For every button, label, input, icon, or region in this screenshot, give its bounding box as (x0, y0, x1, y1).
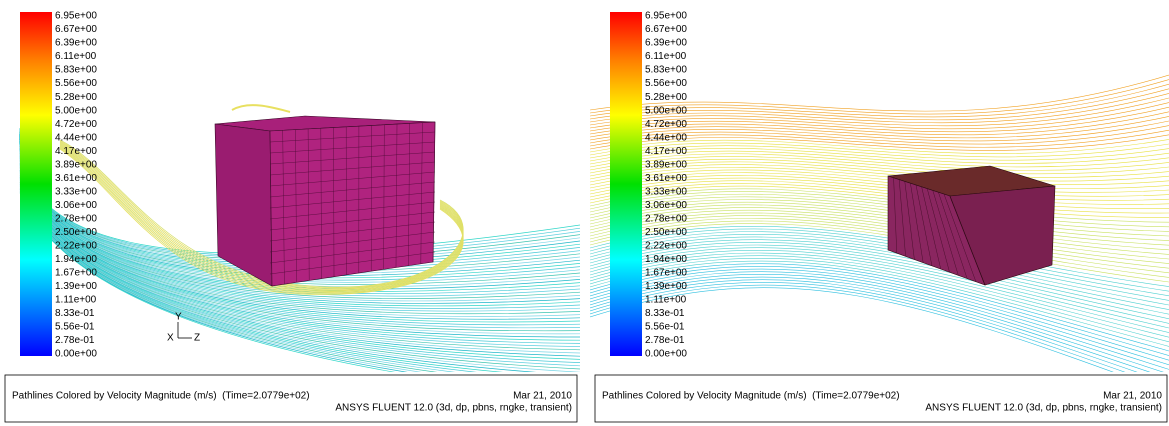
colorbar-label: 6.95e+00 (645, 11, 687, 22)
colorbar-label: 5.00e+00 (645, 105, 687, 116)
colorbar-label: 4.72e+00 (55, 119, 97, 130)
colorbar-label: 3.06e+00 (645, 200, 687, 211)
colorbar-label: 5.56e+00 (645, 78, 687, 89)
colorbar-label: 2.78e-01 (55, 335, 95, 346)
colorbar-label: 1.94e+00 (645, 254, 687, 265)
colorbar-label: 2.50e+00 (55, 227, 97, 238)
colorbar-label: 4.44e+00 (645, 132, 687, 143)
colorbar-label: 3.89e+00 (645, 159, 687, 170)
triad-label: X (167, 333, 174, 344)
colorbar-label: 1.94e+00 (55, 254, 97, 265)
colorbar-label: 5.56e-01 (55, 322, 95, 333)
colorbar-label: 1.11e+00 (55, 295, 97, 306)
colorbar-label: 6.39e+00 (55, 38, 97, 49)
colorbar-label: 2.22e+00 (55, 240, 97, 251)
colorbar-label: 3.61e+00 (55, 173, 97, 184)
pathline (232, 105, 290, 112)
date: Mar 21, 2010 (513, 391, 572, 402)
colorbar-label: 4.17e+00 (645, 146, 687, 157)
colorbar-label: 5.28e+00 (645, 92, 687, 103)
colorbar-label: 5.83e+00 (55, 65, 97, 76)
software-info: ANSYS FLUENT 12.0 (3d, dp, pbns, rngke, … (925, 403, 1162, 414)
colorbar-label: 6.95e+00 (55, 11, 97, 22)
colorbar (610, 12, 642, 356)
colorbar-label: 1.11e+00 (645, 295, 687, 306)
colorbar-label: 4.72e+00 (645, 119, 687, 130)
colorbar-label: 6.11e+00 (645, 51, 687, 62)
colorbar-label: 1.39e+00 (645, 281, 687, 292)
graphics-scene (20, 105, 580, 398)
colorbar-label: 6.67e+00 (55, 24, 97, 35)
colorbar-label: 2.78e-01 (645, 335, 685, 346)
screenshot: 6.95e+00 6.67e+00 6.39e+00 6.11e+00 5.83e+00… (0, 0, 1169, 426)
colorbar-label: 3.33e+00 (55, 186, 97, 197)
colorbar-label: 2.50e+00 (645, 227, 687, 238)
caption: Pathlines Colored by Velocity Magnitude … (12, 391, 310, 402)
software-info: ANSYS FLUENT 12.0 (3d, dp, pbns, rngke, … (335, 403, 572, 414)
colorbar-label: 2.78e+00 (55, 213, 97, 224)
colorbar-label: 6.11e+00 (55, 51, 97, 62)
colorbar-label: 3.89e+00 (55, 159, 97, 170)
colorbar-label: 6.67e+00 (645, 24, 687, 35)
colorbar (20, 12, 52, 356)
colorbar-label: 4.44e+00 (55, 132, 97, 143)
viewport-panel: 6.95e+00 6.67e+00 6.39e+00 6.11e+00 5.83e+00… (5, 11, 580, 422)
colorbar-label: 1.67e+00 (55, 268, 97, 279)
mesh-box-front (270, 122, 435, 286)
colorbar-label: 5.28e+00 (55, 92, 97, 103)
colorbar-label: 8.33e-01 (55, 308, 95, 319)
colorbar-label: 8.33e-01 (645, 308, 685, 319)
viewport-panel: 6.95e+00 6.67e+00 6.39e+00 6.11e+00 5.83e+00… (590, 11, 1169, 422)
colorbar-label: 2.78e+00 (645, 213, 687, 224)
colorbar-label: 3.33e+00 (645, 186, 687, 197)
colorbar-label: 5.56e+00 (55, 78, 97, 89)
date: Mar 21, 2010 (1103, 391, 1162, 402)
colorbar-label: 1.39e+00 (55, 281, 97, 292)
colorbar-label: 4.17e+00 (55, 146, 97, 157)
colorbar-label: 0.00e+00 (55, 349, 97, 360)
colorbar-label: 3.06e+00 (55, 200, 97, 211)
colorbar-label: 2.22e+00 (645, 240, 687, 251)
triad-label: Z (194, 333, 200, 344)
colorbar-label: 5.56e-01 (645, 322, 685, 333)
colorbar-label: 3.61e+00 (645, 173, 687, 184)
triad-label: Y (175, 312, 182, 323)
colorbar-label: 5.83e+00 (645, 65, 687, 76)
colorbar-label: 0.00e+00 (645, 349, 687, 360)
colorbar-label: 1.67e+00 (645, 268, 687, 279)
caption: Pathlines Colored by Velocity Magnitude … (602, 391, 900, 402)
colorbar-label: 6.39e+00 (645, 38, 687, 49)
colorbar-label: 5.00e+00 (55, 105, 97, 116)
